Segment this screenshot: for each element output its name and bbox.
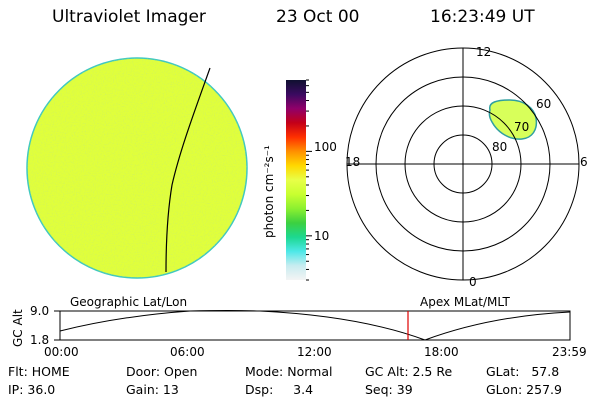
lat-label-80: 80 [492, 140, 508, 154]
status-gain: Gain: 13 [126, 382, 179, 397]
earth-disk-image [26, 57, 248, 279]
status-seq: Seq: 39 [365, 382, 413, 397]
lat-label-60: 60 [536, 97, 552, 111]
colorbar-unit-label: photon cm⁻²s⁻¹ [262, 145, 276, 238]
timeline-ytick-1-8: 1.8 [30, 333, 50, 347]
timeline-xtick-2359: 23:59 [552, 345, 587, 359]
status-ip: IP: 36.0 [8, 382, 56, 397]
mlt-label-12: 12 [476, 45, 492, 59]
mlt-label-6: 6 [580, 155, 588, 169]
mlt-label-18: 18 [345, 155, 361, 169]
timeline-plot [54, 310, 571, 341]
status-door: Door: Open [126, 364, 198, 379]
timeline-xtick-1800: 18:00 [424, 345, 459, 359]
status-gc-alt: GC Alt: 2.5 Re [365, 364, 453, 379]
timeline-ytick-9: 9.0 [30, 304, 50, 318]
timeline-right-title: Apex MLat/MLT [420, 295, 510, 309]
satellite-ground-track [165, 67, 211, 273]
colorbar-strip [286, 80, 306, 280]
timeline-xtick-0000: 00:00 [44, 345, 79, 359]
image-time: 16:23:49 UT [430, 7, 535, 27]
status-dsp: Dsp: 3.4 [245, 382, 314, 397]
lat-label-70: 70 [514, 120, 530, 134]
colorbar-tick-10: 10 [314, 229, 330, 243]
altitude-curve [59, 310, 571, 341]
status-flight: Flt: HOME [8, 364, 70, 379]
timeline-frame [59, 310, 571, 341]
timeline-left-title: Geographic Lat/Lon [70, 295, 188, 309]
status-glon: GLon: 257.9 [486, 382, 562, 397]
auroral-oval [488, 99, 538, 140]
timeline-xtick-0600: 06:00 [170, 345, 205, 359]
instrument-title: Ultraviolet Imager [52, 7, 206, 27]
timeline-axis-label: GC Alt [11, 309, 25, 347]
colorbar [286, 79, 312, 281]
mlt-label-0: 0 [469, 275, 477, 289]
timeline-xtick-1200: 12:00 [297, 345, 332, 359]
polar-plot [346, 47, 580, 281]
image-date: 23 Oct 00 [276, 7, 360, 27]
status-glat: GLat: 57.8 [486, 364, 560, 379]
colorbar-tick-100: 100 [314, 140, 337, 154]
status-mode: Mode: Normal [245, 364, 333, 379]
